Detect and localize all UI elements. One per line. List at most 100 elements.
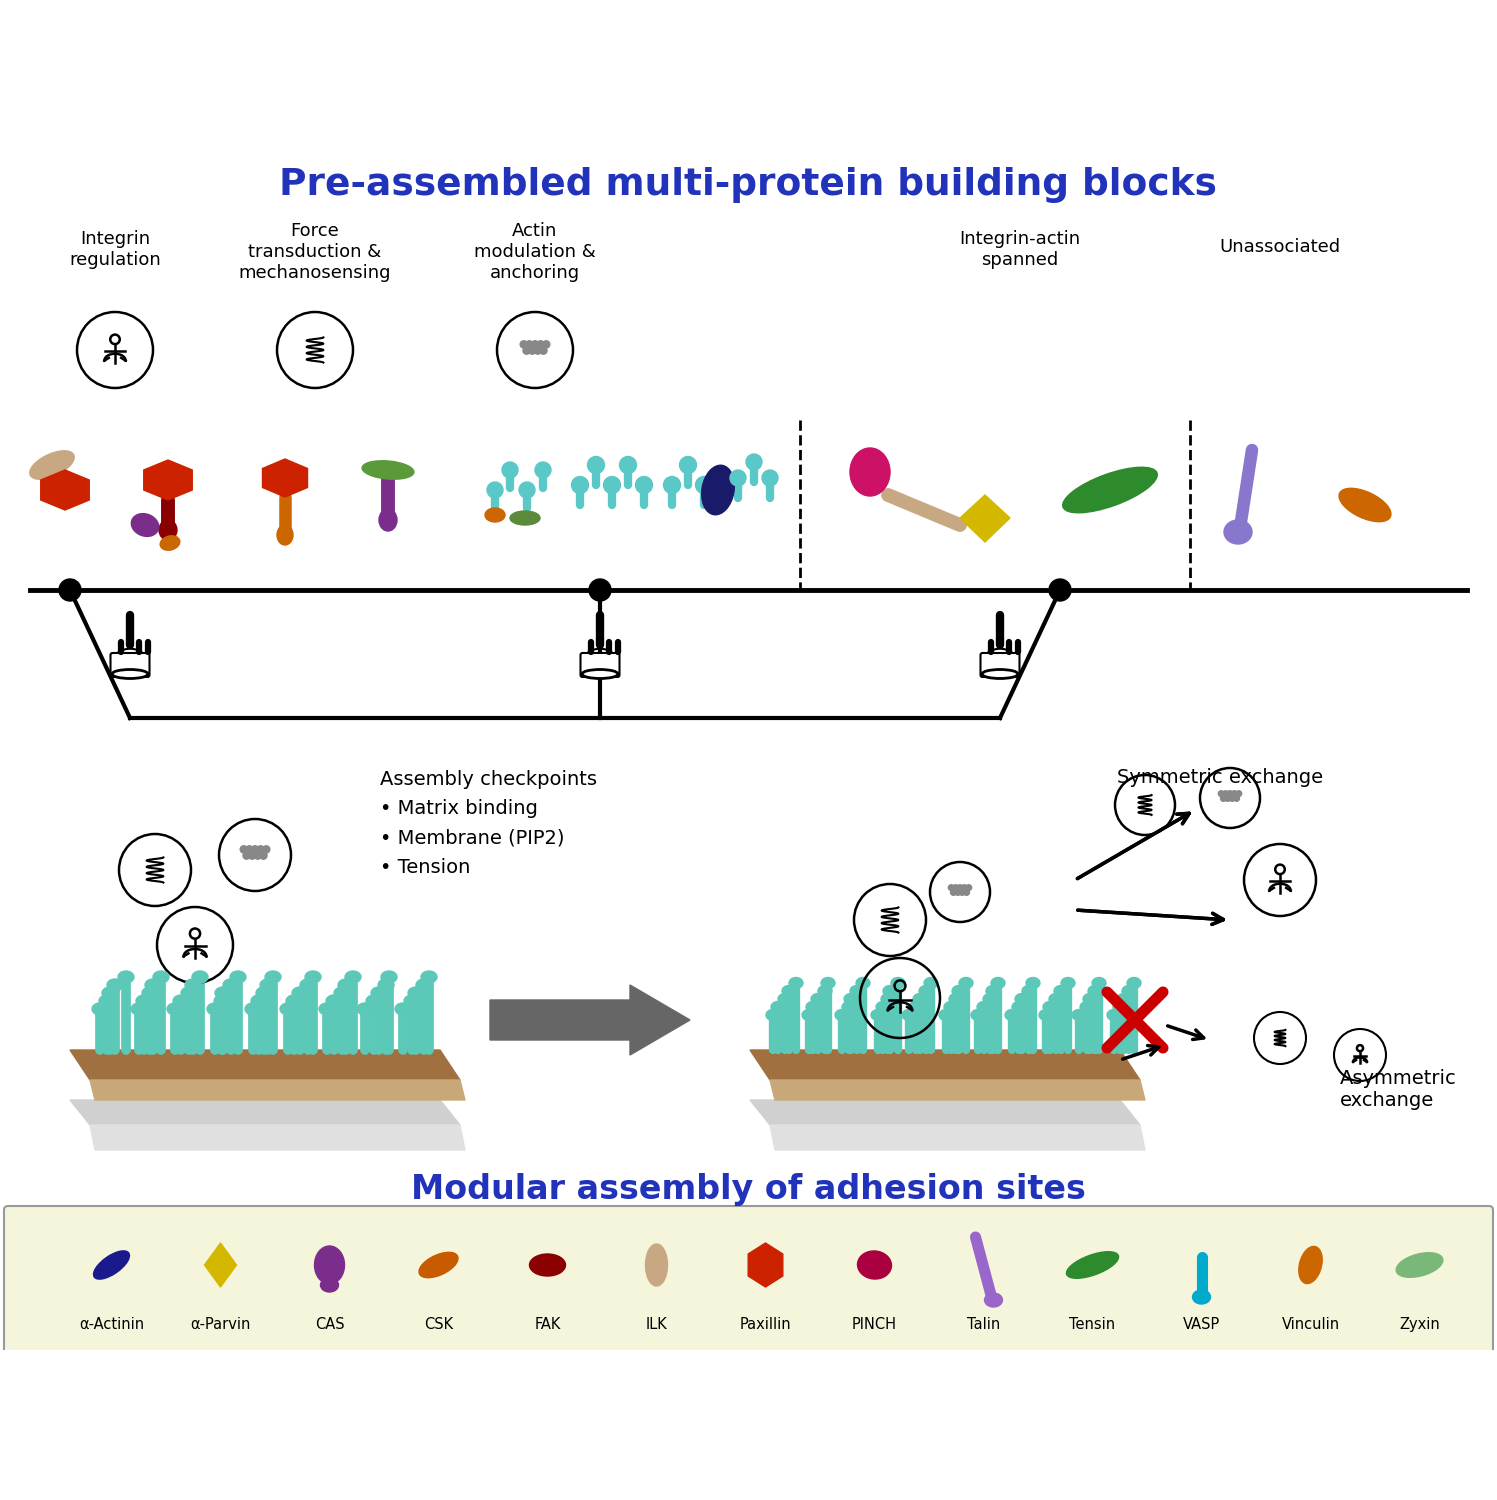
Ellipse shape bbox=[645, 1244, 668, 1286]
Ellipse shape bbox=[952, 986, 966, 996]
Ellipse shape bbox=[802, 1010, 816, 1020]
Ellipse shape bbox=[1072, 1010, 1085, 1020]
Circle shape bbox=[246, 846, 253, 853]
Circle shape bbox=[1049, 579, 1070, 602]
Ellipse shape bbox=[746, 454, 762, 470]
Ellipse shape bbox=[118, 970, 135, 982]
Ellipse shape bbox=[395, 1004, 412, 1016]
Polygon shape bbox=[205, 1244, 237, 1287]
Text: FAK: FAK bbox=[534, 1317, 561, 1332]
Ellipse shape bbox=[636, 477, 653, 494]
Ellipse shape bbox=[913, 993, 927, 1005]
Circle shape bbox=[1229, 795, 1235, 801]
Circle shape bbox=[966, 885, 972, 891]
Ellipse shape bbox=[850, 448, 891, 497]
Polygon shape bbox=[769, 1125, 1145, 1150]
Text: Force
transduction &
mechanosensing: Force transduction & mechanosensing bbox=[238, 222, 391, 282]
Ellipse shape bbox=[844, 993, 858, 1005]
Ellipse shape bbox=[223, 980, 240, 992]
Ellipse shape bbox=[987, 986, 1000, 996]
Ellipse shape bbox=[132, 1004, 147, 1016]
Ellipse shape bbox=[587, 456, 605, 474]
Ellipse shape bbox=[858, 1251, 892, 1280]
Ellipse shape bbox=[530, 1254, 566, 1276]
Ellipse shape bbox=[985, 1293, 1003, 1306]
Ellipse shape bbox=[160, 536, 180, 550]
Ellipse shape bbox=[805, 1002, 820, 1013]
Ellipse shape bbox=[949, 993, 963, 1005]
Polygon shape bbox=[40, 470, 90, 510]
Text: PINCH: PINCH bbox=[852, 1317, 897, 1332]
Ellipse shape bbox=[485, 509, 504, 522]
Ellipse shape bbox=[572, 477, 588, 494]
Ellipse shape bbox=[153, 970, 169, 982]
Text: ILK: ILK bbox=[645, 1317, 668, 1332]
Ellipse shape bbox=[871, 1010, 885, 1020]
Ellipse shape bbox=[136, 994, 153, 1006]
FancyBboxPatch shape bbox=[981, 652, 1019, 676]
Ellipse shape bbox=[1061, 978, 1075, 988]
Ellipse shape bbox=[338, 980, 353, 992]
Circle shape bbox=[588, 579, 611, 602]
Text: α-Actinin: α-Actinin bbox=[79, 1317, 144, 1332]
Circle shape bbox=[1225, 795, 1231, 801]
Ellipse shape bbox=[356, 1004, 373, 1016]
Ellipse shape bbox=[876, 1002, 891, 1013]
Polygon shape bbox=[70, 1050, 460, 1080]
Circle shape bbox=[961, 885, 967, 891]
Ellipse shape bbox=[409, 987, 424, 999]
Text: VASP: VASP bbox=[1183, 1317, 1220, 1332]
Ellipse shape bbox=[1066, 1251, 1118, 1278]
Ellipse shape bbox=[850, 986, 864, 996]
Polygon shape bbox=[90, 1125, 466, 1150]
Text: α-Parvin: α-Parvin bbox=[190, 1317, 250, 1332]
Circle shape bbox=[522, 346, 530, 354]
Ellipse shape bbox=[1015, 993, 1028, 1005]
Ellipse shape bbox=[421, 970, 437, 982]
Ellipse shape bbox=[91, 1004, 108, 1016]
Ellipse shape bbox=[256, 987, 272, 999]
Ellipse shape bbox=[919, 986, 933, 996]
Ellipse shape bbox=[1063, 466, 1157, 513]
Circle shape bbox=[542, 340, 549, 348]
Circle shape bbox=[1237, 790, 1241, 796]
Ellipse shape bbox=[112, 648, 148, 676]
Text: Pre-assembled multi-protein building blocks: Pre-assembled multi-protein building blo… bbox=[278, 166, 1217, 202]
Ellipse shape bbox=[231, 970, 246, 982]
Ellipse shape bbox=[883, 986, 897, 996]
Ellipse shape bbox=[299, 980, 316, 992]
Ellipse shape bbox=[1082, 993, 1097, 1005]
Text: Zyxin: Zyxin bbox=[1400, 1317, 1440, 1332]
Ellipse shape bbox=[159, 520, 177, 540]
Polygon shape bbox=[960, 495, 1010, 542]
Circle shape bbox=[964, 890, 970, 896]
Ellipse shape bbox=[214, 994, 231, 1006]
Ellipse shape bbox=[991, 978, 1004, 988]
Ellipse shape bbox=[251, 994, 266, 1006]
Ellipse shape bbox=[132, 513, 159, 537]
Text: Integrin
regulation: Integrin regulation bbox=[69, 230, 160, 268]
Circle shape bbox=[249, 852, 256, 859]
Ellipse shape bbox=[1054, 986, 1067, 996]
Polygon shape bbox=[769, 1080, 1145, 1100]
Ellipse shape bbox=[903, 1010, 916, 1020]
Ellipse shape bbox=[984, 993, 997, 1005]
Ellipse shape bbox=[1106, 1010, 1121, 1020]
Ellipse shape bbox=[534, 462, 551, 478]
Ellipse shape bbox=[771, 1002, 784, 1013]
Circle shape bbox=[531, 340, 539, 348]
Ellipse shape bbox=[789, 978, 802, 988]
Ellipse shape bbox=[168, 1004, 183, 1016]
Ellipse shape bbox=[181, 987, 198, 999]
FancyArrow shape bbox=[490, 986, 690, 1054]
Ellipse shape bbox=[1225, 520, 1251, 544]
Circle shape bbox=[1223, 790, 1229, 796]
Ellipse shape bbox=[280, 1004, 296, 1016]
Ellipse shape bbox=[781, 986, 796, 996]
Ellipse shape bbox=[510, 512, 540, 525]
Ellipse shape bbox=[216, 987, 231, 999]
Ellipse shape bbox=[379, 509, 397, 531]
Circle shape bbox=[240, 846, 247, 853]
Ellipse shape bbox=[680, 456, 696, 474]
Ellipse shape bbox=[882, 993, 895, 1005]
